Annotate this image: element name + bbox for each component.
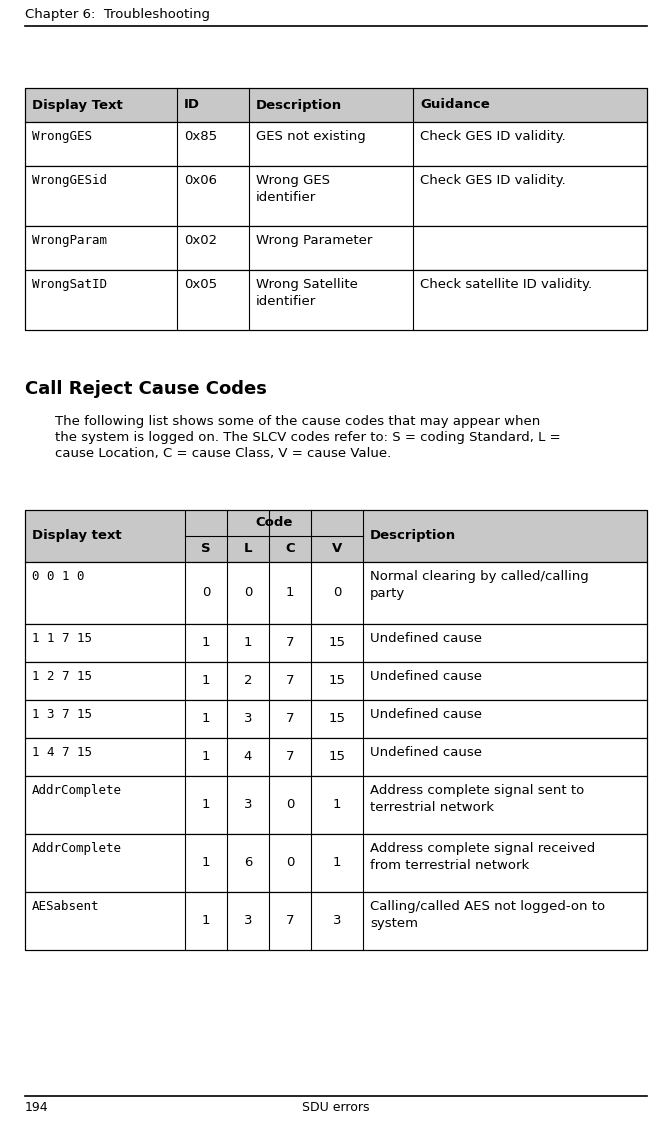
Text: 0x05: 0x05 xyxy=(184,278,217,291)
Text: ID: ID xyxy=(184,98,200,111)
Text: Check satellite ID validity.: Check satellite ID validity. xyxy=(420,278,592,291)
Bar xyxy=(25,700,647,738)
Text: Undefined cause: Undefined cause xyxy=(370,708,482,721)
Text: 0x06: 0x06 xyxy=(184,175,217,187)
Text: Address complete signal received
from terrestrial network: Address complete signal received from te… xyxy=(370,842,595,872)
Text: WrongGESid: WrongGESid xyxy=(32,175,107,187)
Text: 15: 15 xyxy=(329,713,345,725)
Bar xyxy=(25,624,647,662)
Text: 3: 3 xyxy=(333,914,341,928)
Text: Check GES ID validity.: Check GES ID validity. xyxy=(420,129,566,143)
Text: 1: 1 xyxy=(333,857,341,869)
Text: 1: 1 xyxy=(202,713,210,725)
Bar xyxy=(25,510,647,950)
Text: Address complete signal sent to
terrestrial network: Address complete signal sent to terrestr… xyxy=(370,784,584,814)
Text: Guidance: Guidance xyxy=(420,98,490,111)
Text: 15: 15 xyxy=(329,751,345,763)
Text: Undefined cause: Undefined cause xyxy=(370,747,482,759)
Text: WrongGES: WrongGES xyxy=(32,129,92,143)
Text: Check GES ID validity.: Check GES ID validity. xyxy=(420,175,566,187)
Bar xyxy=(25,270,647,330)
Text: 7: 7 xyxy=(286,751,294,763)
Text: 1 4 7 15: 1 4 7 15 xyxy=(32,747,92,759)
Bar xyxy=(25,88,647,330)
Text: The following list shows some of the cause codes that may appear when: The following list shows some of the cau… xyxy=(55,415,540,428)
Text: 3: 3 xyxy=(244,798,252,812)
Text: Code: Code xyxy=(255,517,293,529)
Bar xyxy=(25,122,647,166)
Text: Description: Description xyxy=(370,529,456,543)
Bar xyxy=(25,166,647,226)
Text: 0x85: 0x85 xyxy=(184,129,217,143)
Text: 1: 1 xyxy=(244,636,252,650)
Text: 0 0 1 0: 0 0 1 0 xyxy=(32,570,85,583)
Text: 0: 0 xyxy=(244,587,252,599)
Text: Undefined cause: Undefined cause xyxy=(370,632,482,645)
Bar xyxy=(25,510,647,562)
Text: 194: 194 xyxy=(25,1101,48,1114)
Text: AddrComplete: AddrComplete xyxy=(32,842,122,855)
Text: AESabsent: AESabsent xyxy=(32,900,99,913)
Text: AddrComplete: AddrComplete xyxy=(32,784,122,797)
Text: 1 2 7 15: 1 2 7 15 xyxy=(32,670,92,683)
Text: Calling/called AES not logged-on to
system: Calling/called AES not logged-on to syst… xyxy=(370,900,605,930)
Text: 0x02: 0x02 xyxy=(184,234,217,247)
Text: 2: 2 xyxy=(244,674,252,688)
Text: 0: 0 xyxy=(333,587,341,599)
Text: Description: Description xyxy=(256,98,342,111)
Text: Display text: Display text xyxy=(32,529,122,543)
Text: 15: 15 xyxy=(329,674,345,688)
Text: 15: 15 xyxy=(329,636,345,650)
Text: S: S xyxy=(201,543,211,555)
Text: 1: 1 xyxy=(202,798,210,812)
Text: 6: 6 xyxy=(244,857,252,869)
Text: 7: 7 xyxy=(286,674,294,688)
Text: Wrong GES
identifier: Wrong GES identifier xyxy=(256,175,330,204)
Text: 3: 3 xyxy=(244,713,252,725)
Bar xyxy=(25,662,647,700)
Text: Call Reject Cause Codes: Call Reject Cause Codes xyxy=(25,379,267,397)
Text: L: L xyxy=(244,543,252,555)
Text: WrongParam: WrongParam xyxy=(32,234,107,247)
Bar xyxy=(25,834,647,892)
Text: the system is logged on. The SLCV codes refer to: S = coding Standard, L =: the system is logged on. The SLCV codes … xyxy=(55,431,560,444)
Text: GES not existing: GES not existing xyxy=(256,129,366,143)
Text: SDU errors: SDU errors xyxy=(302,1101,370,1114)
Text: Display Text: Display Text xyxy=(32,98,123,111)
Text: 0: 0 xyxy=(286,857,294,869)
Text: C: C xyxy=(285,543,295,555)
Bar xyxy=(25,892,647,950)
Text: 7: 7 xyxy=(286,914,294,928)
Text: V: V xyxy=(332,543,342,555)
Bar xyxy=(25,738,647,776)
Text: 1: 1 xyxy=(202,857,210,869)
Text: 1: 1 xyxy=(333,798,341,812)
Text: 1: 1 xyxy=(286,587,294,599)
Text: 0: 0 xyxy=(202,587,210,599)
Text: Wrong Parameter: Wrong Parameter xyxy=(256,234,372,247)
Text: 1: 1 xyxy=(202,636,210,650)
Text: 1: 1 xyxy=(202,751,210,763)
Text: 0: 0 xyxy=(286,798,294,812)
Text: 4: 4 xyxy=(244,751,252,763)
Text: 7: 7 xyxy=(286,713,294,725)
Text: 1 1 7 15: 1 1 7 15 xyxy=(32,632,92,645)
Bar xyxy=(25,88,647,122)
Text: 1: 1 xyxy=(202,914,210,928)
Text: 1 3 7 15: 1 3 7 15 xyxy=(32,708,92,721)
Bar xyxy=(25,776,647,834)
Text: Wrong Satellite
identifier: Wrong Satellite identifier xyxy=(256,278,358,309)
Text: cause Location, C = cause Class, V = cause Value.: cause Location, C = cause Class, V = cau… xyxy=(55,447,391,461)
Bar xyxy=(25,562,647,624)
Text: Chapter 6:  Troubleshooting: Chapter 6: Troubleshooting xyxy=(25,8,210,21)
Text: 1: 1 xyxy=(202,674,210,688)
Text: 3: 3 xyxy=(244,914,252,928)
Text: WrongSatID: WrongSatID xyxy=(32,278,107,291)
Bar xyxy=(25,226,647,270)
Text: Undefined cause: Undefined cause xyxy=(370,670,482,683)
Text: 7: 7 xyxy=(286,636,294,650)
Text: Normal clearing by called/calling
party: Normal clearing by called/calling party xyxy=(370,570,589,600)
